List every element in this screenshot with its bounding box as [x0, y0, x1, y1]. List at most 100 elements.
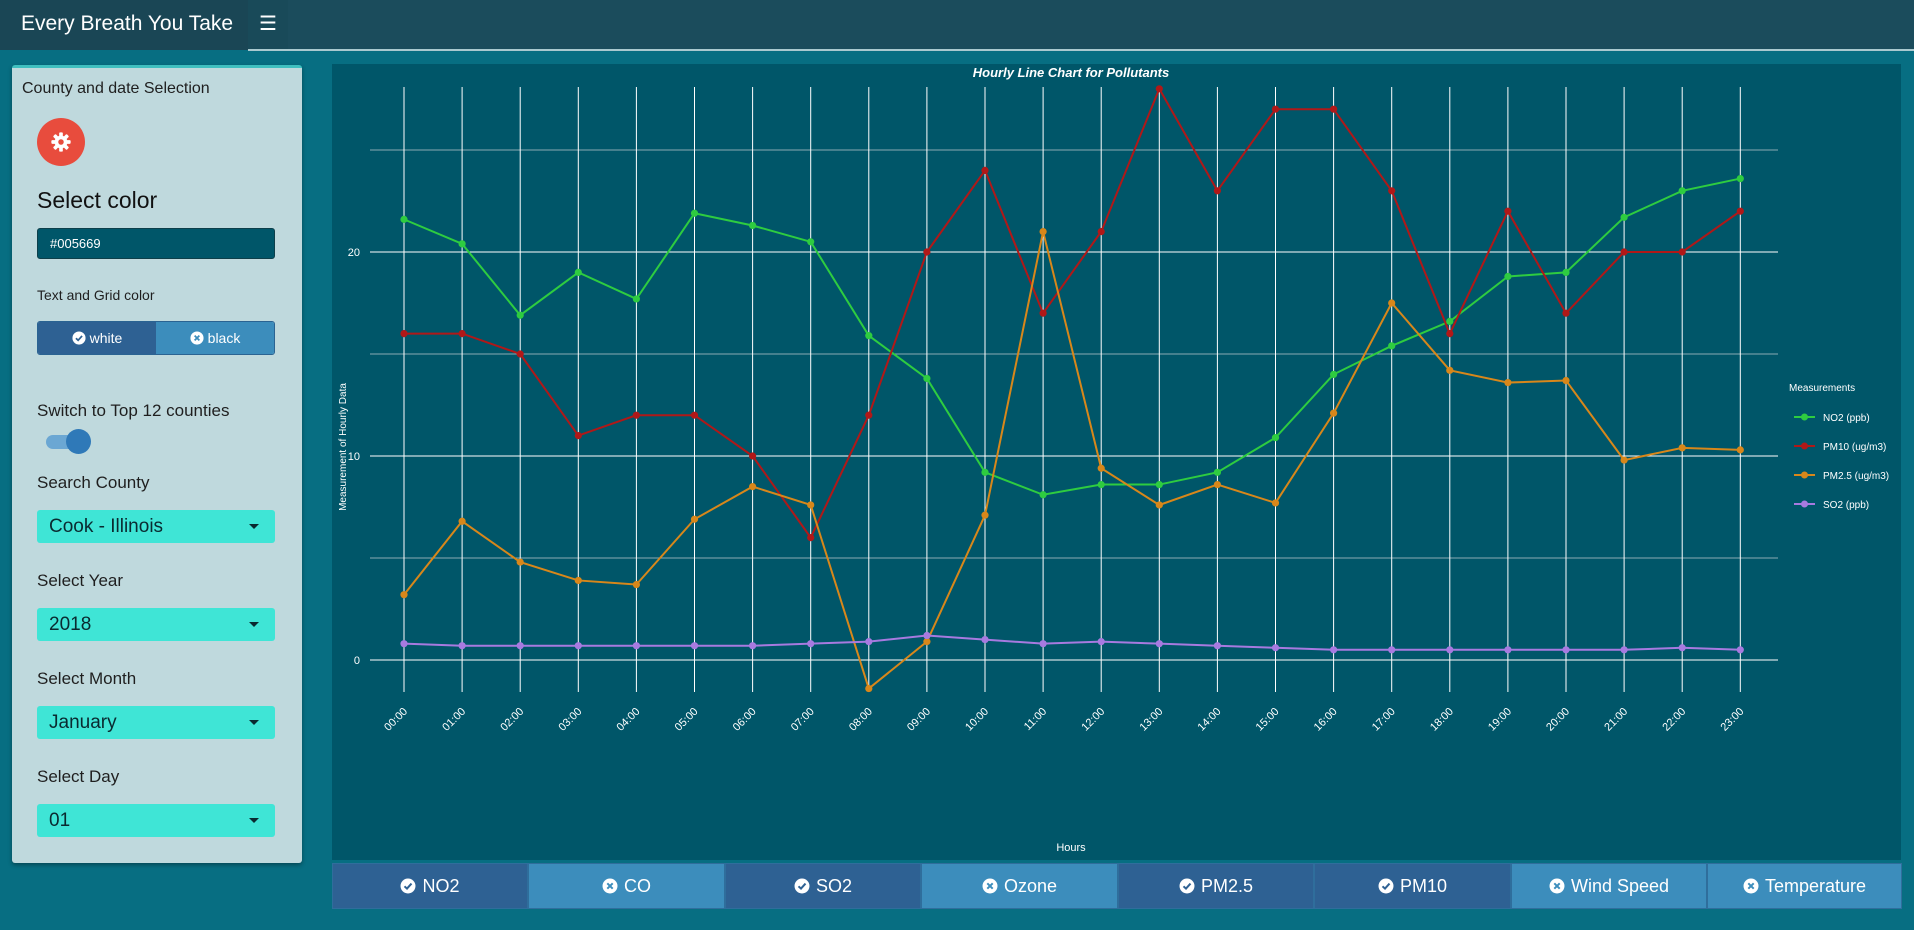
data-point[interactable]: [1446, 330, 1453, 337]
data-point[interactable]: [1388, 299, 1395, 306]
data-point[interactable]: [1562, 646, 1569, 653]
data-point[interactable]: [1446, 646, 1453, 653]
data-point[interactable]: [807, 534, 814, 541]
data-point[interactable]: [1504, 208, 1511, 215]
data-point[interactable]: [1679, 187, 1686, 194]
data-point[interactable]: [1621, 248, 1628, 255]
pollutant-button-pm2-5[interactable]: PM2.5: [1118, 863, 1314, 909]
data-point[interactable]: [923, 638, 930, 645]
data-point[interactable]: [1040, 310, 1047, 317]
day-select[interactable]: 01: [37, 804, 275, 837]
pollutant-button-temperature[interactable]: Temperature: [1707, 863, 1902, 909]
pollutant-button-ozone[interactable]: Ozone: [921, 863, 1118, 909]
data-point[interactable]: [517, 558, 524, 565]
data-point[interactable]: [1446, 367, 1453, 374]
data-point[interactable]: [1388, 646, 1395, 653]
data-point[interactable]: [1679, 644, 1686, 651]
data-point[interactable]: [807, 640, 814, 647]
legend-label[interactable]: SO2 (ppb): [1823, 500, 1869, 511]
data-point[interactable]: [981, 636, 988, 643]
data-point[interactable]: [400, 216, 407, 223]
data-point[interactable]: [1040, 640, 1047, 647]
data-point[interactable]: [981, 512, 988, 519]
legend-label[interactable]: NO2 (ppb): [1823, 413, 1870, 424]
data-point[interactable]: [1562, 310, 1569, 317]
data-point[interactable]: [1272, 106, 1279, 113]
month-select[interactable]: January: [37, 706, 275, 739]
settings-button[interactable]: [37, 118, 85, 166]
data-point[interactable]: [923, 375, 930, 382]
data-point[interactable]: [691, 412, 698, 419]
data-point[interactable]: [1214, 469, 1221, 476]
data-point[interactable]: [1330, 371, 1337, 378]
data-point[interactable]: [1388, 342, 1395, 349]
color-input[interactable]: #005669: [37, 228, 275, 259]
data-point[interactable]: [1679, 444, 1686, 451]
data-point[interactable]: [1098, 481, 1105, 488]
data-point[interactable]: [749, 642, 756, 649]
data-point[interactable]: [1214, 187, 1221, 194]
data-point[interactable]: [1272, 644, 1279, 651]
hamburger-icon[interactable]: ☰: [248, 0, 288, 50]
data-point[interactable]: [749, 452, 756, 459]
data-point[interactable]: [1737, 208, 1744, 215]
data-point[interactable]: [517, 312, 524, 319]
data-point[interactable]: [865, 412, 872, 419]
data-point[interactable]: [807, 238, 814, 245]
data-point[interactable]: [1156, 501, 1163, 508]
data-point[interactable]: [1504, 646, 1511, 653]
data-point[interactable]: [1621, 646, 1628, 653]
county-select[interactable]: Cook - Illinois: [37, 510, 275, 543]
hourly-line-chart[interactable]: 0 10 20 00:00 01:00 02:00 03:00 04:00 05:00 06:00…: [332, 64, 1901, 860]
data-point[interactable]: [1679, 248, 1686, 255]
year-select[interactable]: 2018: [37, 608, 275, 641]
data-point[interactable]: [749, 222, 756, 229]
data-point[interactable]: [1214, 642, 1221, 649]
data-point[interactable]: [1040, 228, 1047, 235]
data-point[interactable]: [575, 432, 582, 439]
data-point[interactable]: [400, 330, 407, 337]
data-point[interactable]: [633, 642, 640, 649]
data-point[interactable]: [691, 210, 698, 217]
data-point[interactable]: [1621, 456, 1628, 463]
data-point[interactable]: [1272, 499, 1279, 506]
data-point[interactable]: [1156, 640, 1163, 647]
data-point[interactable]: [400, 640, 407, 647]
data-point[interactable]: [633, 581, 640, 588]
data-point[interactable]: [459, 642, 466, 649]
data-point[interactable]: [1737, 175, 1744, 182]
pollutant-button-wind-speed[interactable]: Wind Speed: [1511, 863, 1707, 909]
data-point[interactable]: [1098, 638, 1105, 645]
data-point[interactable]: [1156, 85, 1163, 92]
data-point[interactable]: [400, 591, 407, 598]
data-point[interactable]: [1156, 481, 1163, 488]
data-point[interactable]: [865, 638, 872, 645]
data-point[interactable]: [633, 412, 640, 419]
app-title[interactable]: Every Breath You Take: [0, 0, 248, 50]
data-point[interactable]: [1330, 410, 1337, 417]
data-point[interactable]: [1330, 106, 1337, 113]
data-point[interactable]: [575, 642, 582, 649]
data-point[interactable]: [517, 642, 524, 649]
data-point[interactable]: [1098, 465, 1105, 472]
data-point[interactable]: [1098, 228, 1105, 235]
data-point[interactable]: [575, 577, 582, 584]
pollutant-button-so2[interactable]: SO2: [725, 863, 921, 909]
pollutant-button-pm10[interactable]: PM10: [1314, 863, 1511, 909]
data-point[interactable]: [1562, 269, 1569, 276]
data-point[interactable]: [1562, 377, 1569, 384]
data-point[interactable]: [1504, 379, 1511, 386]
data-point[interactable]: [1040, 491, 1047, 498]
top12-switch[interactable]: [46, 429, 90, 453]
data-point[interactable]: [575, 269, 582, 276]
data-point[interactable]: [807, 501, 814, 508]
data-point[interactable]: [459, 240, 466, 247]
data-point[interactable]: [1504, 273, 1511, 280]
data-point[interactable]: [459, 330, 466, 337]
data-point[interactable]: [633, 295, 640, 302]
data-point[interactable]: [691, 642, 698, 649]
data-point[interactable]: [1737, 446, 1744, 453]
data-point[interactable]: [1446, 318, 1453, 325]
data-point[interactable]: [981, 167, 988, 174]
data-point[interactable]: [923, 632, 930, 639]
